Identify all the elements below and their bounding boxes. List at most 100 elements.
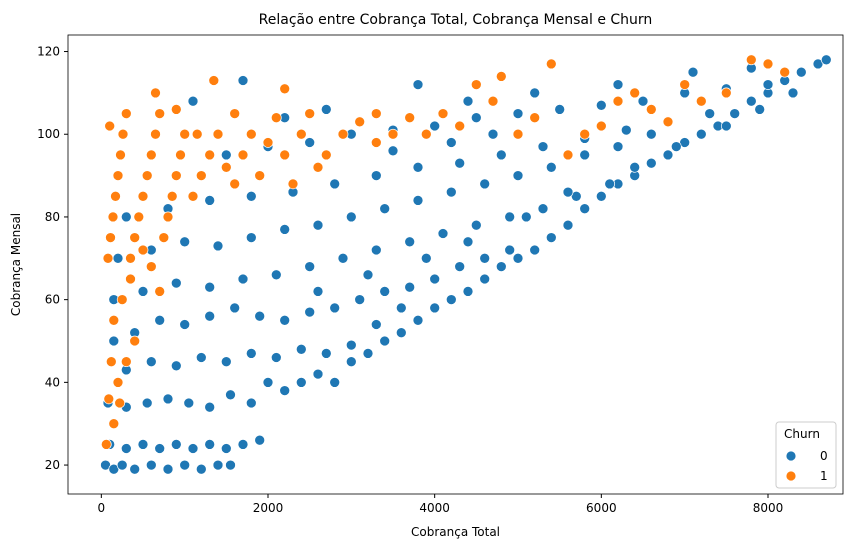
data-point-churn-0-44 xyxy=(529,244,541,256)
data-point-churn-0-135 xyxy=(512,108,524,119)
x-tick-label: 8000 xyxy=(753,501,784,515)
data-point-churn-0-86 xyxy=(304,261,316,272)
data-point-churn-1-76 xyxy=(145,261,157,272)
data-point-churn-0-27 xyxy=(245,397,257,409)
data-point-churn-0-6 xyxy=(179,459,191,471)
data-point-churn-0-99 xyxy=(212,240,224,252)
data-point-churn-0-83 xyxy=(204,281,216,293)
y-tick-label: 80 xyxy=(45,210,60,224)
data-point-churn-0-23 xyxy=(162,393,174,405)
data-point-churn-0-171 xyxy=(187,95,199,107)
data-point-churn-0-68 xyxy=(229,302,241,314)
data-point-churn-0-174 xyxy=(320,104,332,115)
data-point-churn-0-3 xyxy=(129,463,141,475)
legend-label-0: 0 xyxy=(820,449,828,463)
data-point-churn-0-130 xyxy=(304,137,316,148)
data-point-churn-0-165 xyxy=(562,186,574,198)
data-point-churn-0-78 xyxy=(479,252,491,264)
x-tick-label: 2000 xyxy=(253,501,284,515)
data-point-churn-0-100 xyxy=(245,232,257,243)
data-point-churn-1-73 xyxy=(137,244,149,256)
data-point-churn-1-4 xyxy=(102,252,114,264)
data-point-churn-1-83 xyxy=(229,108,241,119)
data-point-churn-1-15 xyxy=(137,190,149,202)
data-point-churn-1-81 xyxy=(170,104,182,115)
chart-title: Relação entre Cobrança Total, Cobrança M… xyxy=(259,12,653,28)
data-point-churn-1-25 xyxy=(179,128,191,140)
data-point-churn-0-81 xyxy=(137,286,149,297)
data-point-churn-1-11 xyxy=(104,120,116,132)
data-point-churn-0-13 xyxy=(154,443,166,454)
data-point-churn-1-30 xyxy=(220,161,232,173)
data-point-churn-1-67 xyxy=(779,66,791,78)
data-point-churn-1-40 xyxy=(304,108,316,119)
data-point-churn-0-73 xyxy=(354,294,366,305)
data-point-churn-1-43 xyxy=(354,116,366,128)
data-point-churn-0-8 xyxy=(212,459,224,471)
data-point-churn-1-85 xyxy=(370,108,382,119)
data-point-churn-1-62 xyxy=(679,79,691,90)
data-point-churn-0-170 xyxy=(787,87,799,99)
data-point-churn-0-2 xyxy=(116,459,128,471)
data-point-churn-0-60 xyxy=(795,66,807,78)
data-point-churn-0-40 xyxy=(462,286,474,297)
data-point-churn-0-125 xyxy=(620,124,632,136)
data-point-churn-1-13 xyxy=(129,232,141,243)
data-point-churn-1-26 xyxy=(187,190,199,202)
x-tick-label: 4000 xyxy=(419,501,450,515)
data-point-churn-0-43 xyxy=(512,252,524,264)
data-point-churn-0-57 xyxy=(745,95,757,107)
data-point-churn-1-80 xyxy=(120,108,132,119)
data-point-churn-0-4 xyxy=(145,459,157,471)
data-point-churn-1-24 xyxy=(175,149,186,161)
data-point-churn-0-9 xyxy=(225,459,236,471)
data-point-churn-0-79 xyxy=(504,244,516,256)
data-point-churn-0-111 xyxy=(612,141,624,152)
data-point-churn-1-37 xyxy=(279,149,291,161)
data-point-churn-0-123 xyxy=(537,141,549,152)
data-point-churn-0-33 xyxy=(345,356,357,368)
data-point-churn-0-92 xyxy=(504,211,516,223)
data-point-churn-0-22 xyxy=(141,397,153,409)
data-point-churn-0-113 xyxy=(120,211,132,223)
data-point-churn-0-169 xyxy=(754,104,766,115)
y-tick-label: 60 xyxy=(45,293,60,307)
data-point-churn-0-74 xyxy=(379,286,391,297)
data-point-churn-0-175 xyxy=(387,145,399,157)
data-point-churn-0-76 xyxy=(429,273,441,285)
data-point-churn-1-12 xyxy=(125,252,136,264)
data-point-churn-0-46 xyxy=(562,219,574,231)
data-point-churn-1-61 xyxy=(662,116,674,128)
data-point-churn-0-32 xyxy=(329,377,341,388)
data-point-churn-1-16 xyxy=(141,170,153,181)
data-point-churn-0-48 xyxy=(595,190,607,202)
data-point-churn-1-33 xyxy=(245,128,257,140)
data-point-churn-0-108 xyxy=(512,170,524,181)
data-point-churn-0-47 xyxy=(579,203,591,215)
data-point-churn-0-38 xyxy=(429,302,441,314)
data-point-churn-0-14 xyxy=(170,439,182,450)
y-axis-title: Cobrança Mensal xyxy=(9,213,23,316)
data-point-churn-1-70 xyxy=(129,335,141,347)
data-point-churn-0-176 xyxy=(445,137,457,148)
data-point-churn-1-42 xyxy=(337,128,349,140)
data-point-churn-1-68 xyxy=(112,377,124,388)
data-point-churn-0-25 xyxy=(204,401,216,413)
data-point-churn-0-167 xyxy=(670,141,682,152)
data-point-churn-0-155 xyxy=(295,343,307,355)
data-point-churn-1-57 xyxy=(595,120,607,132)
x-tick-label: 0 xyxy=(98,501,106,515)
data-point-churn-0-115 xyxy=(204,195,216,206)
data-point-churn-1-72 xyxy=(125,273,136,285)
y-tick-label: 20 xyxy=(45,458,60,472)
data-point-churn-1-5 xyxy=(105,232,116,243)
data-point-churn-1-86 xyxy=(495,71,507,82)
data-point-churn-0-36 xyxy=(395,327,407,339)
data-point-churn-1-2 xyxy=(105,356,117,368)
data-point-churn-0-41 xyxy=(479,273,491,285)
data-point-churn-1-1 xyxy=(103,393,115,405)
data-point-churn-0-112 xyxy=(645,128,657,140)
data-point-churn-0-158 xyxy=(370,319,382,330)
data-point-churn-0-96 xyxy=(112,252,124,264)
data-point-churn-0-137 xyxy=(595,99,607,111)
